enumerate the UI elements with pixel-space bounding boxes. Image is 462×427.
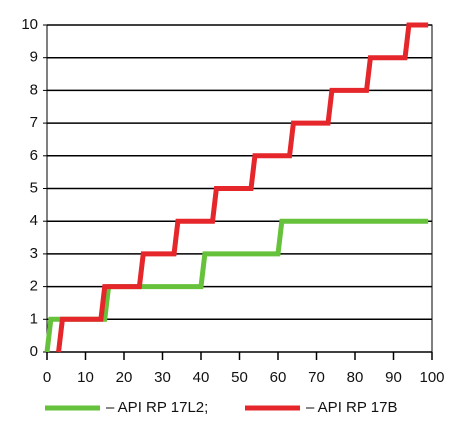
x-tick-label: 20 — [116, 369, 133, 386]
x-tick-label: 40 — [193, 369, 210, 386]
x-tick-label: 60 — [270, 369, 287, 386]
y-tick-label: 2 — [30, 278, 38, 295]
y-tick-label: 8 — [30, 81, 38, 98]
y-tick-label: 7 — [30, 114, 38, 131]
y-tick-label: 0 — [30, 343, 38, 360]
x-tick-label: 70 — [308, 369, 325, 386]
series-line — [56, 22, 429, 353]
legend-label: – API RP 17L2; — [106, 399, 208, 416]
x-tick-label: 100 — [419, 369, 444, 386]
legend-label: – API RP 17B — [306, 399, 397, 416]
y-tick-label: 4 — [30, 212, 38, 229]
y-tick-label: 6 — [30, 147, 38, 164]
y-tick-label: 1 — [30, 310, 38, 327]
x-tick-label: 80 — [347, 369, 364, 386]
x-tick-label: 50 — [231, 369, 248, 386]
x-tick-label: 10 — [77, 369, 94, 386]
y-tick-label: 10 — [21, 16, 38, 33]
x-tick-label: 90 — [385, 369, 402, 386]
y-tick-label: 5 — [30, 179, 38, 196]
x-tick-label: 30 — [154, 369, 171, 386]
y-tick-label: 9 — [30, 49, 38, 66]
y-tick-label: 3 — [30, 245, 38, 262]
x-tick-label: 0 — [43, 369, 51, 386]
